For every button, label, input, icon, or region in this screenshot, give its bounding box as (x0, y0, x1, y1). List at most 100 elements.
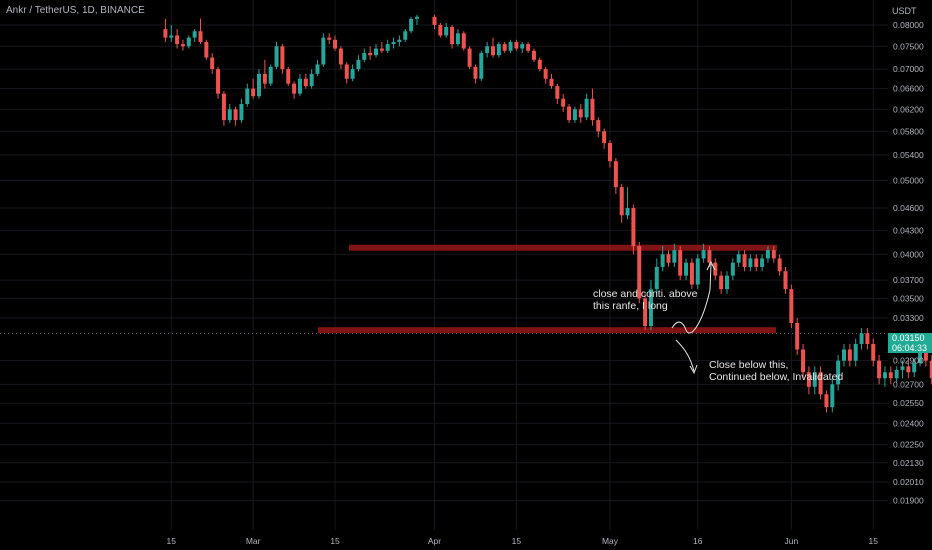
candle (379, 41, 384, 53)
candle-body (180, 44, 185, 47)
candle-body (514, 41, 519, 49)
candle-body (672, 250, 677, 263)
candle (239, 98, 244, 123)
candle (736, 250, 741, 267)
candle (842, 343, 846, 367)
candle (789, 284, 794, 329)
candle-body (894, 369, 899, 379)
candle (210, 52, 215, 74)
up-arrow-head-icon (706, 260, 716, 271)
candle-body (414, 16, 419, 19)
candle-body (654, 266, 659, 290)
candle (882, 366, 887, 387)
candle-body (701, 250, 706, 259)
candle (338, 46, 343, 70)
y-tick-label: 0.02130 (893, 458, 924, 468)
candle (871, 338, 876, 367)
candle (672, 243, 677, 267)
candle (216, 66, 221, 99)
candle (438, 22, 443, 38)
candle (163, 18, 168, 42)
candle (280, 44, 285, 74)
candle (678, 246, 683, 281)
candle-body (795, 322, 800, 350)
candle (391, 37, 396, 49)
y-tick-label: 0.02550 (893, 398, 924, 408)
candle (853, 338, 858, 367)
x-tick-label: 15 (167, 536, 177, 546)
candle (403, 29, 408, 42)
candle (450, 24, 455, 49)
candle (894, 366, 899, 382)
candle-body (847, 349, 852, 361)
candlesticks (163, 14, 932, 413)
candle-body (801, 349, 806, 373)
candle-body (742, 254, 747, 267)
candle (257, 69, 261, 99)
candle (836, 355, 841, 391)
candle-body (695, 258, 700, 285)
y-tick-label: 0.02700 (893, 379, 924, 389)
candle-body (163, 29, 168, 38)
candle-body (350, 69, 355, 79)
candle (409, 16, 414, 34)
candle-body (625, 208, 630, 216)
candle-body (549, 78, 554, 87)
axis-unit-label: USDT (892, 6, 917, 16)
candle (374, 44, 378, 58)
candle-body (239, 103, 244, 121)
candle (479, 50, 484, 82)
candle (783, 266, 788, 294)
candle-body (906, 366, 911, 373)
x-tick-label: Jun (784, 536, 798, 546)
y-tick-label: 0.04300 (893, 225, 924, 235)
candle-body (842, 349, 846, 361)
candle-body (391, 41, 396, 45)
candle-body (689, 262, 694, 285)
candle (520, 41, 525, 53)
candle (584, 93, 589, 121)
candle-body (818, 372, 823, 395)
candle (432, 14, 437, 30)
candle-body (590, 98, 595, 121)
candle (847, 343, 852, 367)
last-price-badge: 0.03150 06:04:33 (888, 333, 932, 353)
candle (590, 88, 595, 126)
resistance-zone (349, 244, 777, 251)
candle-body (777, 258, 782, 272)
candle (754, 254, 759, 272)
candle-body (643, 298, 648, 327)
candle (192, 29, 197, 42)
candle (227, 103, 232, 123)
candle-body (496, 44, 501, 56)
time-axis[interactable]: 15Mar15Apr15May16Jun15Jul18Aug15Sep15 (167, 536, 932, 546)
candle-body (169, 35, 174, 38)
candle-body (900, 366, 905, 370)
candle-body (578, 109, 583, 118)
candle (461, 31, 466, 51)
candle-body (403, 31, 408, 40)
candle-body (713, 262, 718, 276)
candle (251, 78, 256, 99)
y-tick-label: 0.05400 (893, 150, 924, 160)
candle (830, 378, 835, 413)
candle-body (216, 69, 221, 94)
candle (286, 66, 291, 87)
candle (414, 14, 419, 25)
symbol-title: Ankr / TetherUS, 1D, BINANCE (6, 5, 145, 16)
candle-body (572, 109, 577, 121)
bar-countdown: 06:04:33 (892, 343, 928, 353)
candle-body (280, 46, 285, 70)
candle (274, 41, 279, 70)
candle (309, 69, 314, 89)
x-tick-label: May (602, 536, 619, 546)
price-axis[interactable]: 0.08000 0.07500 0.07000 0.06600 0.06200 0.058… (893, 20, 924, 506)
candle-body (660, 254, 665, 267)
candle-body (567, 106, 572, 121)
candle-body (210, 57, 215, 70)
candle-body (186, 37, 191, 47)
candle-body (824, 394, 829, 408)
candle-body (789, 289, 794, 323)
candle (502, 41, 507, 53)
